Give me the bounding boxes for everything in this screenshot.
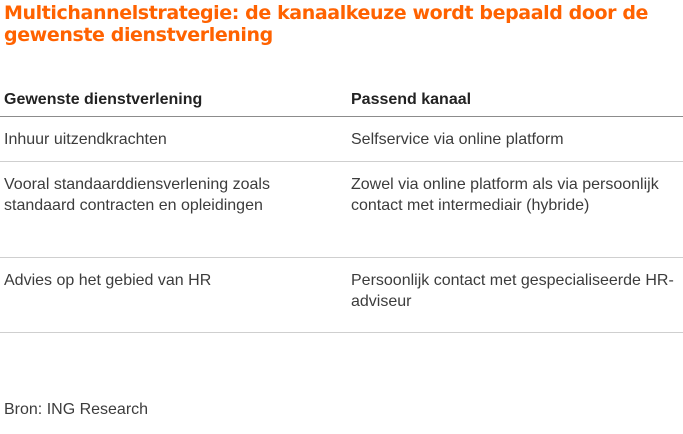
service-cell: Advies op het gebied van HR: [4, 272, 212, 289]
table-row: Inhuur uitzendkrachten Selfservice via o…: [0, 117, 683, 162]
channel-cell: Persoonlijk contact met gespecialiseerde…: [351, 272, 674, 310]
channel-cell: Zowel via online platform als via persoo…: [351, 176, 659, 214]
table-row: Advies op het gebied van HR Persoonlijk …: [0, 258, 683, 333]
table-header-row: Gewenste dienstverlening Passend kanaal: [0, 76, 683, 117]
source-note: Bron: ING Research: [4, 401, 149, 418]
channel-cell: Selfservice via online platform: [351, 131, 564, 148]
column-header-channel: Passend kanaal: [351, 91, 472, 108]
strategy-table: Gewenste dienstverlening Passend kanaal …: [0, 76, 683, 333]
table-row: Vooral standaarddiensverlening zoals sta…: [0, 162, 683, 258]
column-header-service: Gewenste dienstverlening: [4, 91, 203, 108]
page-title: Multichannelstrategie: de kanaalkeuze wo…: [4, 2, 649, 46]
service-cell: Inhuur uitzendkrachten: [4, 131, 167, 148]
service-cell: Vooral standaarddiensverlening zoals sta…: [4, 176, 270, 214]
